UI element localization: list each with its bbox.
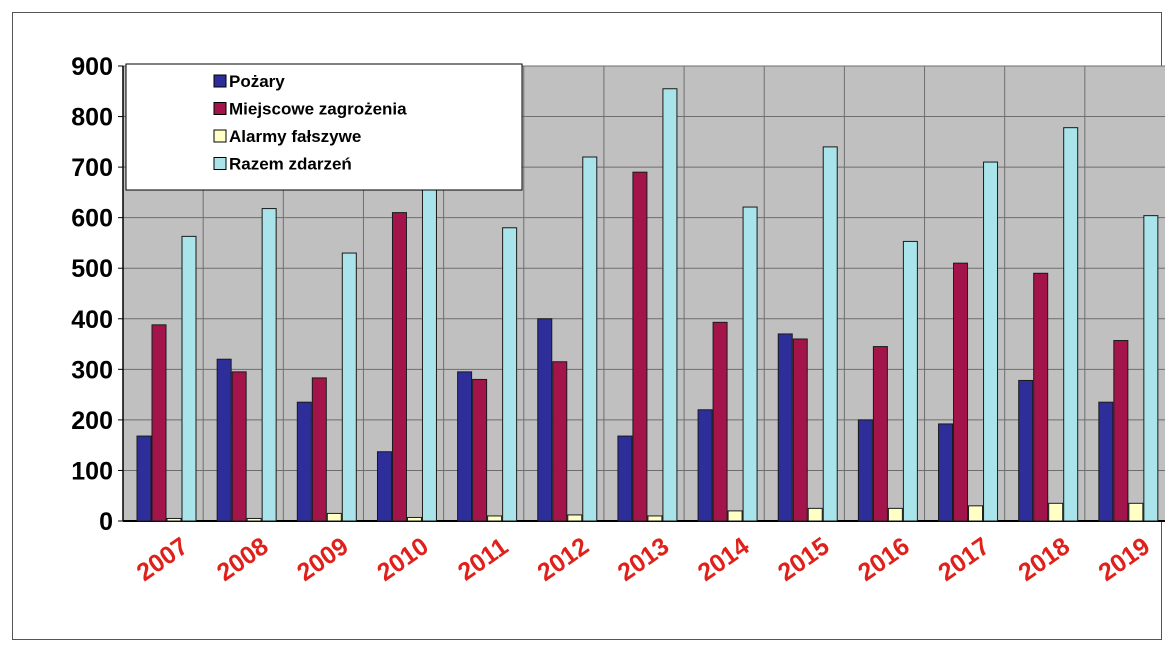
y-tick-label: 900 — [71, 53, 113, 81]
bar — [341, 252, 357, 522]
bar — [472, 378, 488, 522]
bar — [647, 515, 663, 522]
bar — [1143, 215, 1159, 522]
bar — [1128, 502, 1144, 522]
bar — [617, 435, 633, 522]
legend-box — [125, 63, 523, 191]
x-tick-label: 2017 — [933, 532, 995, 587]
legend-swatch — [213, 157, 227, 170]
bar — [406, 516, 422, 522]
y-tick-label: 100 — [71, 457, 113, 485]
bar — [166, 517, 182, 522]
x-tick-label: 2013 — [613, 532, 675, 587]
bar — [1048, 502, 1064, 522]
bar — [1018, 379, 1034, 522]
bar — [391, 212, 407, 522]
bar — [938, 423, 954, 522]
bar — [953, 262, 969, 522]
x-tick-label: 2018 — [1013, 532, 1075, 587]
bar — [181, 235, 197, 522]
bar — [1063, 127, 1079, 522]
y-tick-label: 800 — [71, 104, 113, 132]
bar — [326, 512, 342, 522]
bar — [552, 361, 568, 522]
bar — [296, 401, 312, 522]
y-tick-label: 600 — [71, 205, 113, 233]
bar — [1033, 272, 1049, 522]
bar — [742, 206, 758, 522]
bar — [887, 507, 903, 522]
x-tick-label: 2019 — [1094, 532, 1156, 587]
y-tick-label: 300 — [71, 356, 113, 384]
bar — [822, 146, 838, 522]
bar — [567, 514, 583, 522]
bar — [712, 321, 728, 522]
bar — [872, 346, 888, 522]
bar — [487, 515, 503, 522]
bar — [632, 171, 648, 522]
bar — [1098, 401, 1114, 522]
bar — [421, 184, 437, 522]
y-tick-label: 700 — [71, 154, 113, 182]
bar — [136, 435, 152, 522]
bar — [807, 507, 823, 522]
x-tick-label: 2014 — [693, 532, 755, 587]
bar — [697, 409, 713, 522]
bar — [151, 324, 167, 522]
x-tick-label: 2016 — [853, 532, 915, 587]
y-tick-label: 200 — [71, 407, 113, 435]
x-tick-label: 2009 — [292, 532, 354, 587]
bar — [216, 358, 232, 522]
bar — [261, 208, 277, 522]
legend-label: Razem zdarzeń — [229, 155, 352, 174]
x-tick-label: 2011 — [453, 532, 514, 586]
x-tick-label: 2015 — [773, 532, 835, 587]
bar — [582, 156, 598, 522]
bar — [231, 371, 247, 522]
legend-swatch — [213, 129, 227, 143]
bar — [537, 318, 553, 522]
legend-label: Miejscowe zagrożenia — [229, 100, 407, 119]
x-tick-label: 2012 — [532, 532, 594, 587]
bar — [662, 88, 678, 522]
legend-swatch — [213, 74, 227, 88]
legend-label: Pożary — [229, 72, 285, 91]
x-tick-label: 2010 — [372, 532, 434, 587]
bar — [902, 240, 918, 522]
legend-label: Alarmy fałszywe — [229, 127, 361, 146]
bar — [792, 338, 808, 522]
x-tick-label: 2008 — [212, 532, 274, 587]
bar — [983, 161, 999, 522]
bar — [457, 371, 473, 522]
bar — [777, 333, 793, 522]
x-tick-label: 2007 — [132, 532, 194, 587]
bar — [246, 517, 262, 522]
y-tick-label: 500 — [71, 255, 113, 283]
y-tick-label: 0 — [99, 508, 113, 536]
bar — [502, 227, 518, 522]
y-tick-label: 400 — [71, 306, 113, 334]
bar — [1113, 340, 1129, 522]
bar — [857, 419, 873, 522]
bar — [311, 377, 327, 522]
bar — [968, 505, 984, 522]
bar — [727, 510, 743, 522]
bar — [376, 451, 392, 522]
legend-swatch — [213, 102, 227, 115]
